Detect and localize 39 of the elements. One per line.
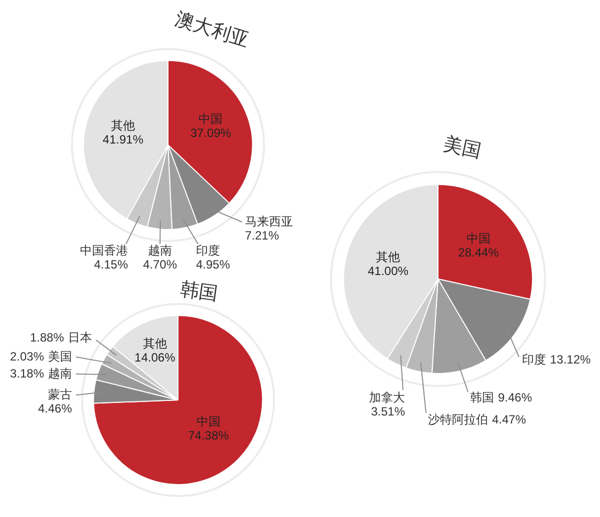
- data-label: 74.38%: [188, 428, 230, 443]
- data-label: 3.18%: [10, 366, 44, 380]
- slice-label: 蒙古: [48, 387, 72, 402]
- data-label: 37.09%: [190, 126, 232, 140]
- slice-label: 越南: [48, 366, 72, 380]
- slice-label: 沙特阿拉伯: [428, 412, 488, 426]
- slice-label: 加拿大: [369, 390, 405, 404]
- slice-label: 其他: [111, 118, 136, 133]
- slice-label: 马来西亚: [245, 214, 293, 228]
- slice-label: 中国: [198, 112, 223, 126]
- data-label: 3.51%: [370, 404, 406, 418]
- data-label: 28.44%: [458, 246, 500, 260]
- slice-label: 美国: [48, 349, 72, 364]
- data-label: 13.12%: [550, 352, 592, 366]
- data-label: 4.47%: [492, 412, 526, 426]
- slice-label: 中国: [466, 232, 490, 246]
- data-label: 2.03%: [10, 349, 44, 364]
- slice-label: 印度: [196, 243, 220, 258]
- chart-title: 韩国: [178, 278, 220, 306]
- slice-label: 其他: [376, 250, 400, 264]
- data-label: 41.91%: [102, 132, 144, 147]
- data-label: 4.70%: [142, 257, 178, 272]
- slice-label: 中国: [196, 414, 220, 429]
- data-label: 4.46%: [38, 401, 72, 416]
- slice-label: 中国香港: [80, 243, 128, 258]
- slice-label: 越南: [148, 243, 172, 258]
- slice-label: 韩国: [470, 390, 494, 404]
- slice-label: 日本: [68, 330, 92, 344]
- chart-title: 澳大利亚: [172, 8, 252, 52]
- data-label: 7.21%: [245, 228, 280, 242]
- data-label: 4.15%: [94, 257, 128, 272]
- data-label: 14.06%: [134, 350, 176, 364]
- chart-title: 美国: [441, 134, 483, 162]
- slice-label: 印度: [522, 352, 546, 366]
- data-label: 4.95%: [196, 257, 230, 272]
- slice-label: 其他: [142, 336, 167, 350]
- data-label: 1.88%: [30, 330, 64, 344]
- data-label: 9.46%: [498, 390, 532, 404]
- data-label: 41.00%: [368, 264, 409, 278]
